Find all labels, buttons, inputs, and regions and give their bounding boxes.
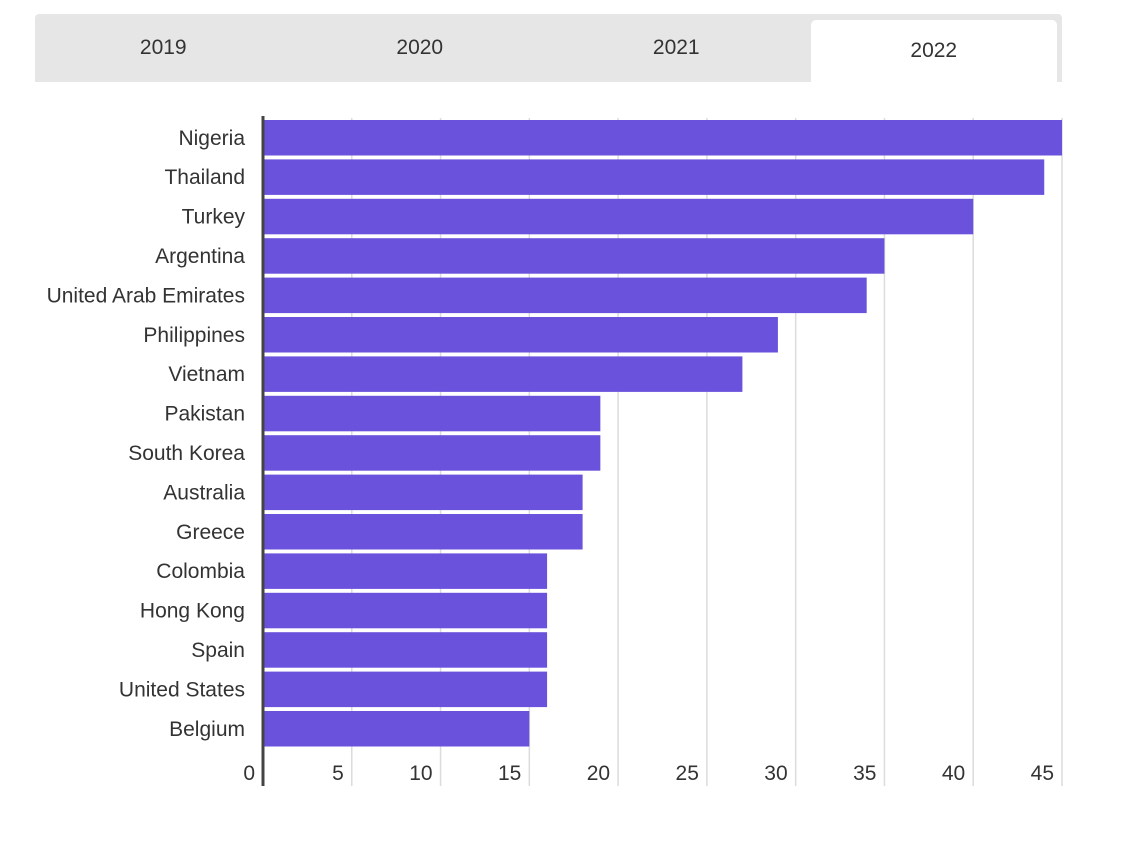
category-label: United Arab Emirates [47,284,245,307]
x-tick-label: 5 [332,762,344,785]
category-label: South Korea [128,442,245,465]
category-label: Nigeria [178,127,245,150]
bar[interactable] [263,592,548,629]
x-tick-label: 10 [409,762,432,785]
category-label: Spain [191,639,245,662]
bar[interactable] [263,120,1062,156]
x-tick-label: 40 [942,762,965,785]
bar[interactable] [263,238,885,274]
category-label: United States [119,678,245,701]
category-label: Philippines [143,324,245,347]
bar[interactable] [263,277,867,314]
category-label: Turkey [182,206,246,229]
x-tick-label: 25 [676,762,699,785]
category-label: Argentina [155,245,245,268]
category-label: Hong Kong [140,600,245,623]
tab-2020[interactable]: 2020 [396,36,444,59]
tab-2022[interactable]: 2022 [810,20,1057,82]
category-label: Greece [176,521,245,544]
x-tick-label: 20 [587,762,610,785]
category-label: Belgium [169,718,245,741]
x-tick-label: 30 [764,762,787,785]
bar[interactable] [263,356,743,392]
category-label: Australia [163,481,245,504]
bar[interactable] [263,553,548,589]
bar[interactable] [263,671,548,708]
x-tick-label: 35 [853,762,876,785]
bar[interactable] [263,395,601,432]
x-tick-label: 45 [1031,762,1054,785]
bar[interactable] [263,435,601,471]
category-label: Pakistan [164,403,245,426]
bar[interactable] [263,159,1045,195]
bar[interactable] [263,711,530,747]
x-tick-label: 0 [243,762,255,785]
x-tick-label: 15 [498,762,521,785]
bar[interactable] [263,514,583,550]
bar[interactable] [263,198,974,235]
year-tab-bar: 2019 2020 2021 2022 [35,14,1062,82]
category-label: Vietnam [168,363,245,386]
tab-2021[interactable]: 2021 [652,36,700,59]
bar[interactable] [263,317,778,353]
bar[interactable] [263,474,583,511]
category-label: Colombia [156,560,245,583]
bar[interactable] [263,632,548,668]
category-label: Thailand [164,166,245,189]
tab-2019[interactable]: 2019 [139,36,187,59]
